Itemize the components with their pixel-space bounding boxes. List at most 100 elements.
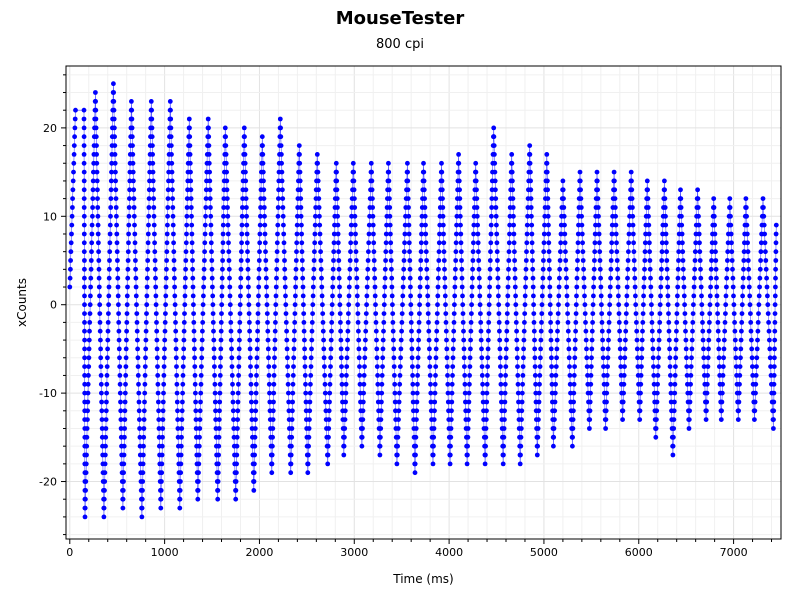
data-point <box>112 160 118 166</box>
data-point <box>154 355 160 361</box>
data-point <box>134 328 140 334</box>
data-point <box>328 346 334 352</box>
data-point <box>647 258 653 263</box>
data-point <box>197 426 203 431</box>
data-point <box>115 258 120 263</box>
data-point <box>298 213 304 219</box>
data-point <box>68 258 73 263</box>
data-point <box>451 337 456 343</box>
data-point <box>609 249 614 255</box>
data-point <box>391 346 397 352</box>
data-point <box>263 249 268 255</box>
data-point <box>406 222 412 228</box>
data-point <box>260 143 265 149</box>
y-tick-label: 10 <box>43 210 57 223</box>
data-point <box>256 266 262 272</box>
data-point <box>144 284 150 290</box>
data-point <box>170 187 175 193</box>
data-point <box>112 143 118 149</box>
data-point <box>701 355 707 361</box>
data-point <box>639 364 644 369</box>
data-point <box>338 328 343 334</box>
data-point <box>713 266 719 272</box>
data-point <box>589 355 594 361</box>
data-point <box>215 479 221 484</box>
data-point <box>659 249 665 255</box>
data-point <box>714 275 719 281</box>
data-point <box>228 328 234 334</box>
data-point <box>771 381 777 387</box>
data-point <box>85 408 90 414</box>
data-point <box>118 399 123 405</box>
data-point <box>88 293 93 299</box>
data-point <box>756 293 762 299</box>
data-point <box>510 196 516 202</box>
data-point <box>450 373 455 378</box>
data-point <box>657 320 663 325</box>
data-point <box>469 302 474 308</box>
data-point <box>253 408 259 414</box>
data-point <box>210 320 216 325</box>
data-point <box>281 249 287 255</box>
data-point <box>298 187 303 193</box>
data-point <box>771 373 777 378</box>
data-point <box>671 408 677 414</box>
data-point <box>538 328 544 334</box>
data-point <box>111 116 117 122</box>
data-point <box>762 231 767 237</box>
data-point <box>366 240 372 246</box>
data-point <box>545 187 550 193</box>
data-point <box>650 337 655 343</box>
data-point <box>697 258 703 263</box>
data-point <box>410 381 416 387</box>
data-point <box>673 337 679 343</box>
data-point <box>294 240 300 246</box>
data-point <box>180 373 186 378</box>
data-point <box>761 213 767 219</box>
data-point <box>71 152 77 157</box>
data-point <box>224 169 230 175</box>
data-point <box>396 408 402 414</box>
data-point <box>101 514 107 520</box>
data-point <box>103 408 109 414</box>
data-point <box>451 328 457 334</box>
data-point <box>99 408 105 414</box>
data-point <box>551 443 556 449</box>
data-point <box>667 355 673 361</box>
data-point <box>187 134 193 140</box>
data-point <box>654 390 660 396</box>
data-point <box>259 134 265 140</box>
data-point <box>89 222 95 228</box>
data-point <box>113 187 119 193</box>
data-point <box>443 328 449 334</box>
data-point <box>258 205 263 210</box>
data-point <box>179 434 184 440</box>
data-point <box>724 275 730 281</box>
data-point <box>305 461 311 467</box>
data-point <box>436 249 442 255</box>
data-point <box>106 311 111 316</box>
data-point <box>704 408 709 414</box>
data-point <box>561 196 566 202</box>
data-point <box>697 240 702 246</box>
data-point <box>593 222 598 228</box>
data-point <box>115 266 120 272</box>
data-point <box>566 346 572 352</box>
data-point <box>151 205 157 210</box>
data-point <box>771 390 777 396</box>
data-point <box>639 355 645 361</box>
data-point <box>104 381 110 387</box>
data-point <box>303 381 308 387</box>
data-point <box>113 169 118 175</box>
data-point <box>421 187 427 193</box>
data-point <box>91 169 96 175</box>
data-point <box>729 240 734 246</box>
data-point <box>522 302 528 308</box>
data-point <box>675 275 681 281</box>
data-point <box>142 364 148 369</box>
data-point <box>335 222 341 228</box>
data-point <box>220 258 226 263</box>
data-point <box>431 434 437 440</box>
data-point <box>260 160 266 166</box>
data-point <box>765 311 771 316</box>
